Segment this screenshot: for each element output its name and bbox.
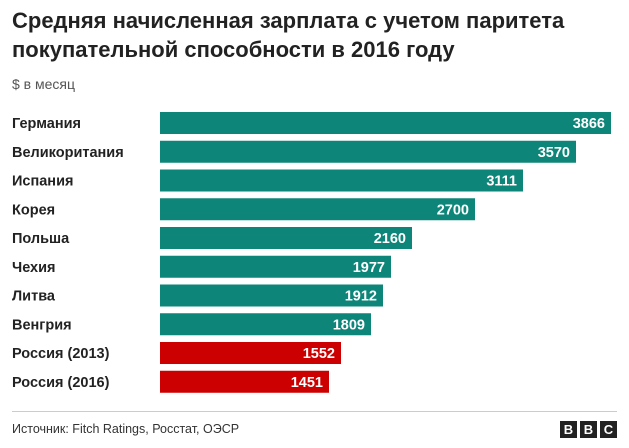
bar: [160, 169, 523, 192]
value-label: 3111: [486, 174, 517, 190]
value-label: 2700: [437, 202, 469, 218]
category-label: Венгрия: [12, 317, 72, 333]
category-label: Германия: [12, 116, 81, 132]
value-label: 2160: [374, 231, 406, 247]
value-label: 3866: [573, 116, 605, 132]
value-label: 1552: [303, 346, 335, 362]
bar: [160, 284, 383, 307]
value-label: 1809: [333, 317, 365, 333]
logo-letter: B: [560, 421, 577, 438]
category-label: Чехия: [12, 260, 56, 276]
bar: [160, 227, 412, 249]
bbc-logo: B B C: [560, 421, 617, 438]
logo-letter: C: [600, 421, 617, 438]
chart-title: Средняя начисленная зарплата с учетом па…: [12, 8, 565, 62]
footer-divider: [12, 411, 617, 412]
bar: [160, 255, 391, 278]
category-label: Корея: [12, 202, 55, 218]
value-label: 3570: [538, 145, 570, 161]
category-label: Испания: [12, 174, 73, 190]
category-label: Россия (2016): [12, 375, 110, 391]
bar-chart: Германия 3866 Великоритания 3570 Испания 3111…: [12, 112, 611, 393]
bar: [160, 370, 329, 393]
value-label: 1977: [353, 260, 385, 276]
logo-letter: B: [580, 421, 597, 438]
category-label: Польша: [12, 231, 70, 247]
category-label: Россия (2013): [12, 346, 110, 362]
source-note: Источник: Fitch Ratings, Росстат, ОЭСР: [12, 422, 240, 436]
value-label: 1912: [345, 289, 377, 305]
bar: [160, 112, 611, 134]
bar: [160, 342, 341, 364]
value-label: 1451: [291, 375, 323, 391]
bar: [160, 198, 475, 221]
category-label: Великоритания: [12, 145, 124, 161]
bar: [160, 140, 576, 163]
category-label: Литва: [12, 289, 56, 305]
bar: [160, 313, 371, 336]
chart-subtitle: $ в месяц: [12, 76, 76, 92]
